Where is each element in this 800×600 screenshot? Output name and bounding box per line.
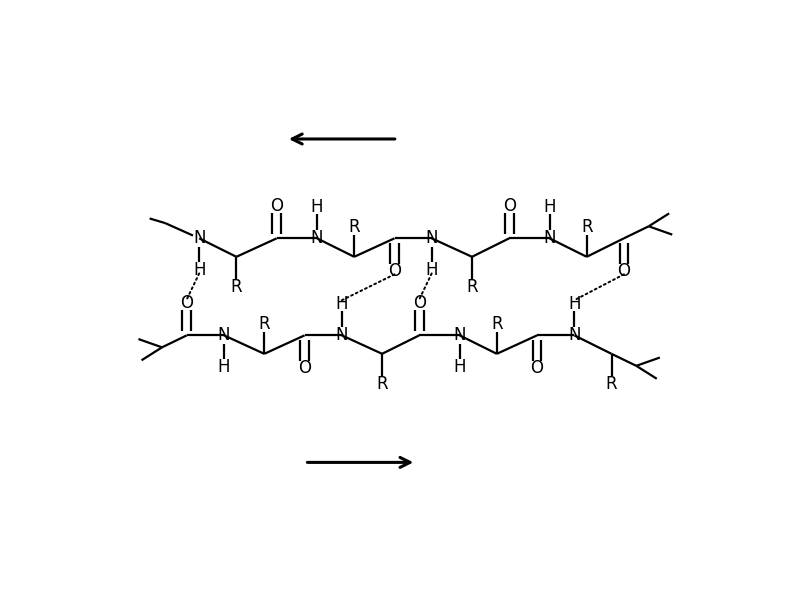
Text: N: N xyxy=(454,326,466,344)
Text: H: H xyxy=(426,261,438,279)
Text: R: R xyxy=(376,375,388,393)
Text: N: N xyxy=(335,326,348,344)
Text: O: O xyxy=(618,262,630,280)
Text: N: N xyxy=(568,326,581,344)
Text: H: H xyxy=(335,295,348,313)
Text: H: H xyxy=(218,358,230,376)
Text: N: N xyxy=(218,326,230,344)
Text: H: H xyxy=(193,261,206,279)
Text: H: H xyxy=(454,358,466,376)
Text: O: O xyxy=(270,197,283,215)
Text: N: N xyxy=(543,229,556,247)
Text: H: H xyxy=(568,295,581,313)
Text: O: O xyxy=(180,294,194,312)
Text: R: R xyxy=(258,315,270,333)
Text: O: O xyxy=(388,262,401,280)
Text: R: R xyxy=(466,278,478,296)
Text: H: H xyxy=(543,198,556,216)
Text: R: R xyxy=(581,218,593,236)
Text: R: R xyxy=(491,315,502,333)
Text: H: H xyxy=(310,198,323,216)
Text: R: R xyxy=(606,375,618,393)
Text: N: N xyxy=(310,229,323,247)
Text: O: O xyxy=(530,359,543,377)
Text: N: N xyxy=(193,229,206,247)
Text: O: O xyxy=(298,359,311,377)
Text: O: O xyxy=(413,294,426,312)
Text: N: N xyxy=(426,229,438,247)
Text: R: R xyxy=(348,218,360,236)
Text: R: R xyxy=(230,278,242,296)
Text: O: O xyxy=(502,197,516,215)
